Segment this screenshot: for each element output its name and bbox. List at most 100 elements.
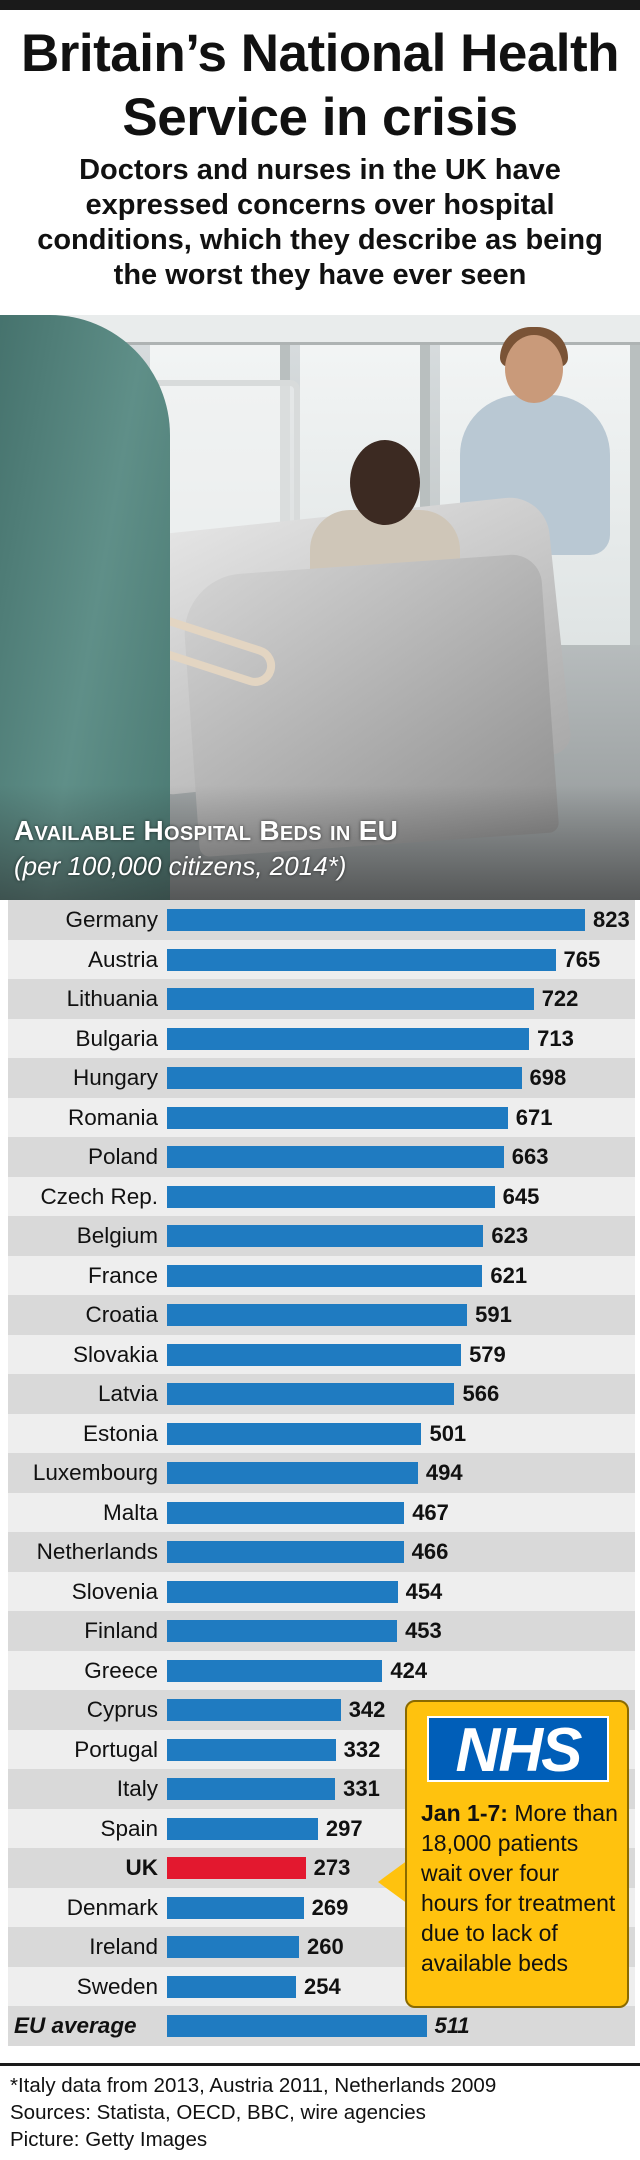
bar-chart: Germany 823 Austria 765 Lithuania 722 Bulgaria… — [0, 900, 640, 2063]
category-label: Estonia — [82, 1420, 158, 1446]
category-label: Cyprus — [86, 1697, 158, 1722]
value-label: 466 — [411, 1539, 449, 1564]
chart-row: Slovenia 454 — [8, 1571, 635, 1611]
chart-row: Bulgaria 713 — [8, 1018, 635, 1058]
value-label: 453 — [405, 1618, 442, 1643]
bar — [167, 1541, 404, 1563]
category-label: Croatia — [85, 1302, 158, 1327]
value-label: 823 — [593, 907, 630, 932]
value-label: 579 — [469, 1341, 506, 1367]
bar — [167, 1699, 341, 1721]
category-label: Italy — [116, 1776, 158, 1801]
value-label: 591 — [475, 1302, 512, 1327]
category-label: Finland — [84, 1618, 158, 1643]
value-label: 273 — [313, 1855, 351, 1880]
bar — [167, 909, 585, 931]
value-label: 501 — [429, 1420, 467, 1446]
category-label: Lithuania — [66, 986, 158, 1011]
bar — [167, 1027, 530, 1050]
category-label: Malta — [102, 1499, 158, 1525]
chart-row: Netherlands 466 — [8, 1532, 635, 1572]
bar — [167, 1462, 418, 1484]
category-label: Slovenia — [71, 1578, 158, 1604]
category-label: Poland — [87, 1144, 158, 1169]
bar — [167, 1146, 504, 1168]
bar — [167, 1817, 318, 1840]
value-label: 765 — [563, 946, 601, 972]
bar — [167, 1343, 462, 1366]
chart-row: Greece 424 — [8, 1650, 635, 1690]
category-label: Greece — [84, 1657, 158, 1683]
category-label: Portugal — [74, 1736, 158, 1762]
chart-row: Malta 467 — [8, 1492, 635, 1532]
value-label: 332 — [343, 1736, 381, 1762]
footnote-data-note: *Italy data from 2013, Austria 2011, Net… — [10, 2074, 497, 2097]
value-label: 621 — [490, 1262, 528, 1288]
value-label: 254 — [304, 1973, 341, 1999]
bar — [167, 2015, 427, 2037]
chart-row: Belgium 623 — [8, 1216, 635, 1256]
category-label: Slovakia — [72, 1341, 158, 1367]
category-label: EU average — [14, 2013, 137, 2038]
value-label: 663 — [511, 1144, 549, 1169]
chart-row: Finland 453 — [8, 1611, 635, 1651]
category-label: Ireland — [89, 1934, 158, 1959]
value-label: 269 — [311, 1894, 349, 1920]
category-label: Latvia — [97, 1381, 158, 1406]
category-label: Hungary — [72, 1065, 158, 1090]
value-label: 331 — [343, 1776, 380, 1801]
value-label: 713 — [537, 1025, 574, 1051]
value-label: 511 — [434, 2013, 470, 2038]
page-subtitle: Doctors and nurses in the UK have expres… — [37, 154, 603, 291]
bar — [167, 1422, 422, 1445]
chart-row: Latvia 566 — [8, 1374, 635, 1414]
bar — [167, 1264, 483, 1287]
footnote-sources: Sources: Statista, OECD, BBC, wire agenc… — [10, 2101, 426, 2124]
category-label: Czech Rep. — [40, 1183, 158, 1209]
category-label: France — [87, 1262, 158, 1288]
bar — [167, 1304, 468, 1326]
value-label: 698 — [529, 1065, 567, 1090]
value-label: 623 — [491, 1223, 529, 1248]
chart-title: Available Hospital Beds in EU — [14, 815, 399, 846]
bar-highlight — [167, 1857, 306, 1879]
page-title: Britain’s National Health Service in cri… — [20, 24, 620, 147]
callout-pointer — [378, 1860, 408, 1904]
category-label: Germany — [65, 907, 158, 932]
bar — [167, 1778, 336, 1800]
category-label: Romania — [67, 1104, 158, 1130]
value-label: 645 — [502, 1183, 540, 1209]
callout-body: More than 18,000 patients wait over four… — [421, 1800, 618, 1976]
bar — [167, 1620, 398, 1642]
value-label: 671 — [515, 1104, 553, 1130]
value-label: 297 — [325, 1815, 363, 1841]
category-label: Spain — [100, 1815, 158, 1841]
value-label: 566 — [462, 1381, 500, 1406]
category-label: Austria — [87, 946, 158, 972]
bar — [167, 1225, 484, 1247]
bar — [167, 1975, 296, 1998]
bar — [167, 1106, 508, 1129]
hospital-photo — [0, 315, 640, 900]
bar — [167, 948, 556, 971]
chart-row: EU average 511 — [8, 2006, 635, 2046]
value-label: 342 — [348, 1697, 386, 1722]
value-label: 260 — [307, 1934, 344, 1959]
category-label: Luxembourg — [32, 1460, 158, 1485]
category-label: UK — [125, 1855, 159, 1880]
category-label: Denmark — [66, 1894, 158, 1920]
value-label: 494 — [425, 1460, 463, 1485]
footnote-picture-credit: Picture: Getty Images — [10, 2128, 208, 2151]
category-label: Bulgaria — [75, 1025, 158, 1051]
category-label: Sweden — [76, 1973, 158, 1999]
chart-row: Lithuania 722 — [8, 979, 635, 1019]
bar — [167, 1896, 304, 1919]
chart-subtitle: (per 100,000 citizens, 2014*) — [14, 851, 347, 881]
callout-date: Jan 1-7: — [421, 1800, 508, 1826]
chart-row: Slovakia 579 — [8, 1334, 635, 1374]
bar — [167, 1936, 300, 1958]
chart-row: France 621 — [8, 1255, 635, 1295]
bar — [167, 1738, 336, 1761]
bar — [167, 1659, 383, 1682]
value-label: 467 — [412, 1499, 449, 1525]
